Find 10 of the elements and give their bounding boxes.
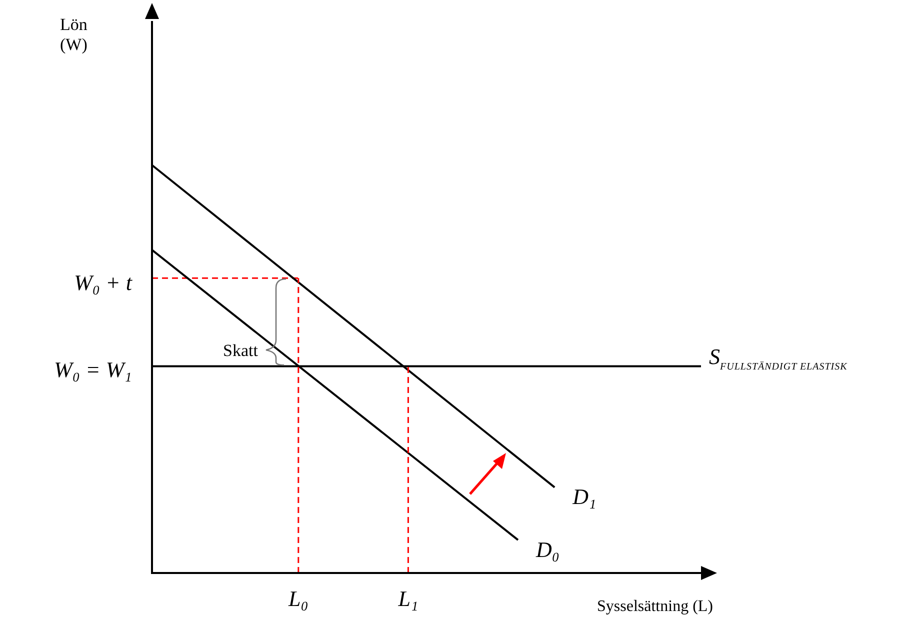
annotation: Skatt xyxy=(223,341,258,361)
text: W₀ + t xyxy=(74,270,132,296)
x-axis-title: Sysselsättning (L) xyxy=(597,598,713,616)
series-label: S$_{FULLSTÄNDIGT ELASTISK}$ xyxy=(709,344,848,372)
x-tick-label: L₀ xyxy=(287,586,308,611)
series-label: D₀ xyxy=(536,536,560,563)
text: W₀ = W₁ xyxy=(54,357,132,383)
series-label: D₁ xyxy=(572,484,596,510)
text: Lön (W) xyxy=(60,15,88,55)
x-tick-label: L₁ xyxy=(397,586,418,611)
